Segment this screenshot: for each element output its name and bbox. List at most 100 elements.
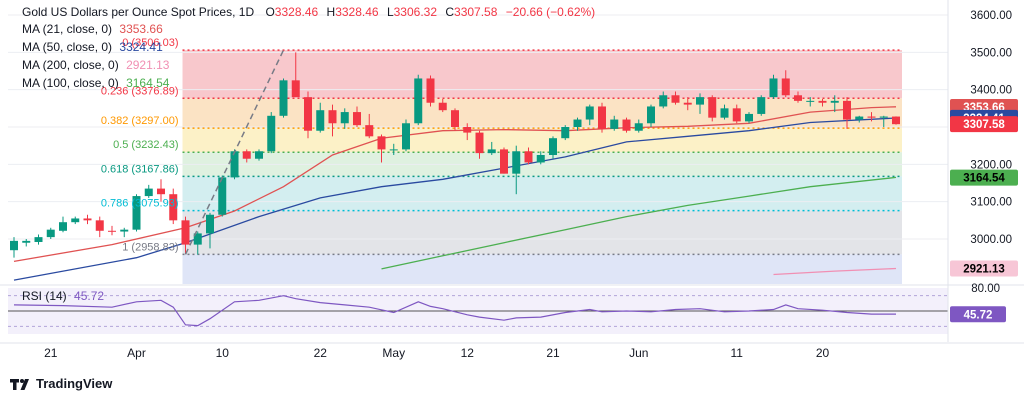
rsi-line — [13, 295, 896, 327]
fib-level-label: 0.5 (3232.43) — [113, 139, 178, 151]
candle-body — [389, 149, 398, 151]
candle — [377, 134, 386, 163]
tradingview-logo[interactable]: TradingView — [10, 376, 112, 391]
time-axis[interactable]: 21 Apr 10 22 May 12 21 Jun 11 20 — [0, 342, 1024, 360]
candle — [426, 75, 435, 107]
price-tag-label: 2921.13 — [963, 263, 1005, 275]
indicator-label: MA (200, close, 0) — [22, 58, 119, 72]
candle-body — [487, 149, 496, 154]
candle — [524, 147, 533, 165]
indicator-ma100[interactable]: MA (100, close, 0) 3164.54 — [22, 74, 595, 92]
candle — [855, 115, 864, 123]
candle — [549, 136, 557, 159]
fib-trend-line — [184, 49, 285, 255]
open-value: 3328.46 — [274, 5, 319, 19]
candle — [402, 119, 410, 152]
candle-body — [353, 112, 361, 126]
fib-level-label: 0 (3506.03) — [122, 37, 178, 49]
candle-body — [843, 100, 851, 120]
rsi-value: 45.72 — [74, 289, 105, 303]
candle-body — [206, 214, 214, 234]
time-tick-label: Jun — [629, 346, 648, 360]
candle — [169, 188, 178, 225]
interval[interactable]: 1D — [238, 5, 255, 19]
candle-body — [46, 229, 55, 238]
candle — [781, 70, 790, 98]
fib-level-label: 0.786 (3075.93) — [101, 198, 179, 210]
candle — [830, 95, 839, 113]
indicator-ma21[interactable]: MA (21, close, 0) 3353.66 — [22, 20, 595, 38]
time-tick-label: May — [382, 346, 405, 360]
tradingview-logo-icon — [10, 378, 29, 390]
candle — [843, 97, 851, 129]
candle — [267, 112, 276, 154]
candle-body — [512, 151, 521, 174]
candle-body — [279, 80, 288, 116]
rsi-pane — [0, 284, 1024, 334]
candle-body — [745, 113, 753, 122]
candle — [255, 149, 263, 161]
candle — [242, 149, 251, 163]
candle — [34, 234, 43, 245]
indicator-ma50[interactable]: MA (50, close, 0) 3324.41 — [22, 38, 595, 56]
candle — [328, 104, 337, 137]
candle — [95, 216, 104, 238]
candle-body — [328, 110, 337, 124]
symbol-header[interactable]: Gold US Dollars per Ounce Spot Prices, 1… — [22, 5, 596, 19]
candle — [451, 108, 459, 131]
candle-body — [781, 78, 790, 96]
price-tag-label: 3164.54 — [963, 173, 1005, 185]
candle-body — [573, 119, 582, 127]
fib-level-label: 0.618 (3167.86) — [101, 163, 179, 175]
indicator-label: MA (100, close, 0) — [22, 76, 119, 90]
candle — [365, 113, 374, 139]
candle — [622, 117, 631, 133]
candle — [414, 74, 423, 126]
candle — [867, 112, 876, 122]
open-label: O — [265, 5, 275, 19]
candle — [475, 130, 484, 159]
price-tag-bg — [950, 116, 1018, 133]
candle-body — [95, 220, 104, 231]
candle — [806, 97, 815, 107]
candle — [720, 104, 729, 120]
candle — [389, 143, 398, 155]
candle — [757, 95, 766, 116]
candle — [487, 141, 496, 155]
price-tick-label: 3000.00 — [970, 234, 1012, 246]
time-tick-label: 10 — [216, 346, 230, 360]
indicator-ma200[interactable]: MA (200, close, 0) 2921.13 — [22, 56, 595, 74]
price-tick-label: 3600.00 — [970, 10, 1012, 22]
candle — [316, 102, 325, 133]
rsi-scale-label: 80.00 — [971, 283, 1000, 295]
candle — [892, 116, 900, 125]
candle-body — [622, 119, 631, 131]
price-axis[interactable]: 3000.003100.003200.003300.003400.003500.… — [947, 0, 1018, 342]
candle — [536, 151, 545, 165]
candle-body — [536, 155, 545, 163]
candle-body — [671, 95, 680, 103]
candle-body — [169, 194, 178, 221]
symbol-title[interactable]: Gold US Dollars per Ounce Spot Prices — [22, 5, 233, 19]
candle-body — [438, 102, 447, 111]
candle-body — [598, 106, 606, 129]
candle — [206, 212, 214, 249]
candle-body — [108, 230, 116, 232]
candle — [500, 147, 508, 174]
ma100-line — [381, 176, 897, 270]
candle — [340, 108, 349, 129]
candle — [181, 216, 190, 254]
close-label: C — [445, 5, 455, 19]
candle — [59, 216, 67, 233]
fibonacci-trend-line[interactable] — [184, 49, 285, 255]
candle — [794, 91, 802, 103]
candle-body — [610, 119, 619, 129]
candle — [132, 194, 141, 232]
fib-level-label: 1 (2958.83) — [122, 241, 178, 253]
candle-body — [892, 116, 900, 125]
rsi-legend[interactable]: RSI (14) 45.72 — [22, 289, 104, 303]
candle-body — [683, 102, 692, 105]
candle — [218, 175, 227, 217]
